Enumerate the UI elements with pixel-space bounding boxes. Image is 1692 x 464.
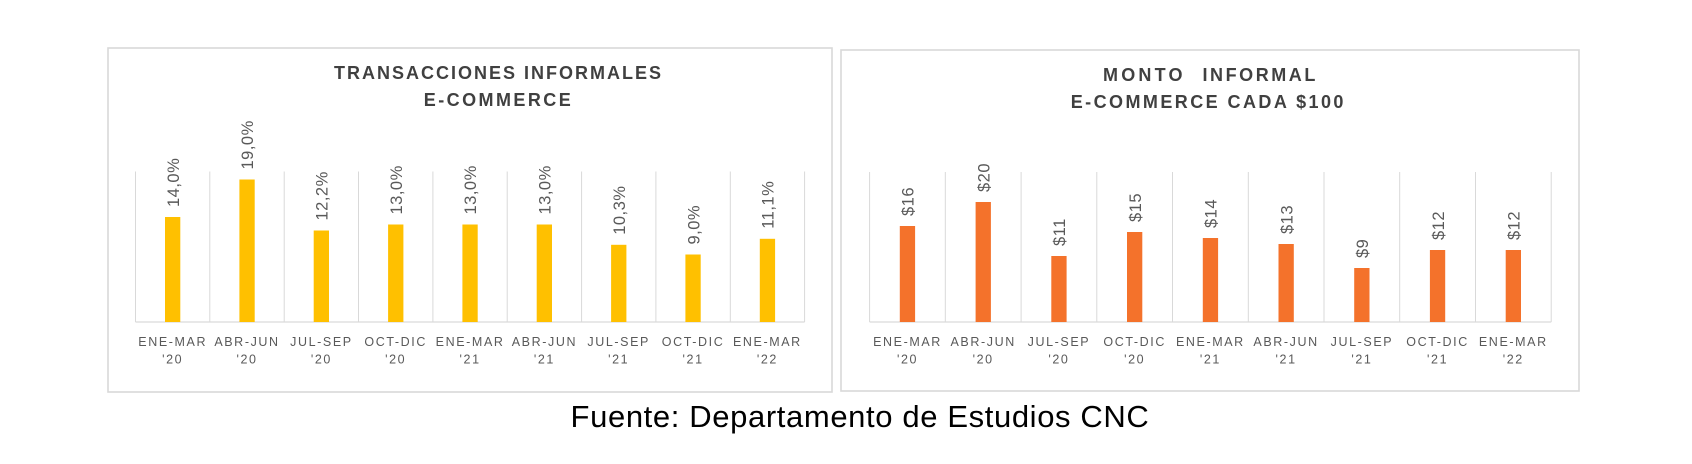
svg-text:11,1%: 11,1% <box>760 181 778 229</box>
svg-text:ENE-MAR: ENE-MAR <box>733 335 802 349</box>
svg-text:JUL-SEP: JUL-SEP <box>290 335 353 349</box>
svg-text:'22: '22 <box>1503 352 1524 366</box>
svg-text:ENE-MAR: ENE-MAR <box>138 335 207 349</box>
svg-text:E-COMMERCE: E-COMMERCE <box>424 90 573 110</box>
svg-text:'21: '21 <box>1351 352 1372 366</box>
svg-text:JUL-SEP: JUL-SEP <box>587 335 650 349</box>
svg-text:MONTO: MONTO <box>1103 65 1186 85</box>
svg-text:ENE-MAR: ENE-MAR <box>873 335 942 349</box>
svg-text:ABR-JUN: ABR-JUN <box>214 335 279 349</box>
svg-text:'20: '20 <box>162 352 183 366</box>
svg-text:$12: $12 <box>1430 211 1448 240</box>
svg-text:'20: '20 <box>236 352 257 366</box>
svg-text:$15: $15 <box>1127 193 1145 222</box>
svg-text:10,3%: 10,3% <box>611 186 629 235</box>
svg-text:12,2%: 12,2% <box>314 171 332 220</box>
svg-text:Fuente: Departamento de Estudi: Fuente: Departamento de Estudios CNC <box>571 399 1150 434</box>
svg-text:ENE-MAR: ENE-MAR <box>1479 335 1548 349</box>
svg-text:ENE-MAR: ENE-MAR <box>436 335 505 349</box>
svg-text:'21: '21 <box>1200 352 1221 366</box>
svg-text:13,0%: 13,0% <box>537 165 555 214</box>
svg-text:14,0%: 14,0% <box>165 158 183 207</box>
svg-text:$9: $9 <box>1354 239 1372 258</box>
svg-text:E-COMMERCE CADA $100: E-COMMERCE CADA $100 <box>1071 92 1346 112</box>
svg-text:$12: $12 <box>1506 211 1524 240</box>
svg-text:'20: '20 <box>897 352 918 366</box>
svg-text:OCT-DIC: OCT-DIC <box>364 335 427 349</box>
svg-text:9,0%: 9,0% <box>685 205 703 245</box>
svg-text:$13: $13 <box>1278 205 1296 234</box>
svg-text:ENE-MAR: ENE-MAR <box>1176 335 1245 349</box>
svg-text:'21: '21 <box>683 352 704 366</box>
svg-text:'20: '20 <box>973 352 994 366</box>
svg-text:'21: '21 <box>1276 352 1297 366</box>
svg-text:19,0%: 19,0% <box>239 120 257 169</box>
svg-text:ABR-JUN: ABR-JUN <box>951 335 1016 349</box>
svg-text:$11: $11 <box>1051 218 1069 246</box>
svg-text:$16: $16 <box>900 187 918 216</box>
svg-text:'21: '21 <box>608 352 629 366</box>
svg-text:JUL-SEP: JUL-SEP <box>1028 335 1091 349</box>
svg-text:13,0%: 13,0% <box>388 165 406 214</box>
svg-text:$14: $14 <box>1203 199 1221 228</box>
svg-text:'21: '21 <box>534 352 555 366</box>
svg-text:$20: $20 <box>975 163 993 192</box>
svg-text:'20: '20 <box>1124 352 1145 366</box>
svg-text:'20: '20 <box>385 352 406 366</box>
svg-text:ABR-JUN: ABR-JUN <box>512 335 577 349</box>
svg-text:ABR-JUN: ABR-JUN <box>1253 335 1318 349</box>
svg-text:'22: '22 <box>757 352 778 366</box>
svg-text:OCT-DIC: OCT-DIC <box>1406 335 1469 349</box>
svg-text:INFORMAL: INFORMAL <box>1203 65 1318 85</box>
svg-text:'21: '21 <box>1427 352 1448 366</box>
svg-text:JUL-SEP: JUL-SEP <box>1331 335 1394 349</box>
svg-text:'21: '21 <box>460 352 481 366</box>
svg-text:'20: '20 <box>1048 352 1069 366</box>
svg-text:13,0%: 13,0% <box>462 165 480 214</box>
svg-text:'20: '20 <box>311 352 332 366</box>
svg-text:OCT-DIC: OCT-DIC <box>662 335 725 349</box>
svg-text:OCT-DIC: OCT-DIC <box>1103 335 1166 349</box>
svg-text:TRANSACCIONES INFORMALES: TRANSACCIONES INFORMALES <box>334 63 663 83</box>
